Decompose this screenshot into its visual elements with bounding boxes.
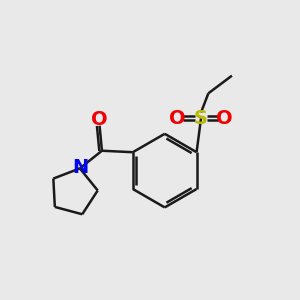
Text: O: O <box>169 109 186 128</box>
Text: O: O <box>216 109 233 128</box>
Text: O: O <box>91 110 108 129</box>
Text: S: S <box>194 109 208 128</box>
Text: N: N <box>72 158 88 177</box>
